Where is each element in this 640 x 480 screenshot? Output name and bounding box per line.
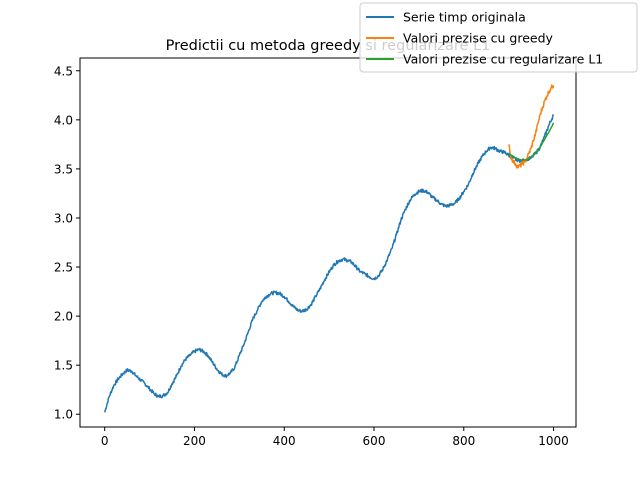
y-tick-label: 4.0 [54,113,73,127]
legend-box [359,2,638,73]
y-tick-label: 1.5 [54,359,73,373]
y-tick-label: 2.0 [54,310,73,324]
y-tick-label: 3.0 [54,211,73,225]
legend-label-2: Valori prezise cu greedy [403,31,554,46]
legend-label-1: Serie timp originala [403,10,526,25]
x-tick-label: 400 [273,434,296,448]
y-tick-label: 3.5 [54,162,73,176]
legend-label-3: Valori prezise cu regularizare L1 [403,52,603,67]
x-tick-label: 800 [452,434,475,448]
x-tick-label: 1000 [538,434,569,448]
x-tick-label: 0 [101,434,109,448]
y-tick-label: 4.5 [54,64,73,78]
series-line-3 [508,122,555,161]
axes-layer: 0 200 400 600 800 1000 1.0 1.5 2.0 2.5 3.0 3.5 4.0 4.… [54,57,577,448]
series-layer [103,84,555,413]
plot-frame [79,57,577,428]
x-tick-label: 600 [363,434,386,448]
y-tick-label: 1.0 [54,408,73,422]
legend: Serie timp originala Valori prezise cu gr… [359,2,638,73]
y-tick-label: 2.5 [54,261,73,275]
x-tick-label: 200 [183,434,206,448]
series-line-2 [508,84,555,169]
series-line-1 [103,114,554,413]
